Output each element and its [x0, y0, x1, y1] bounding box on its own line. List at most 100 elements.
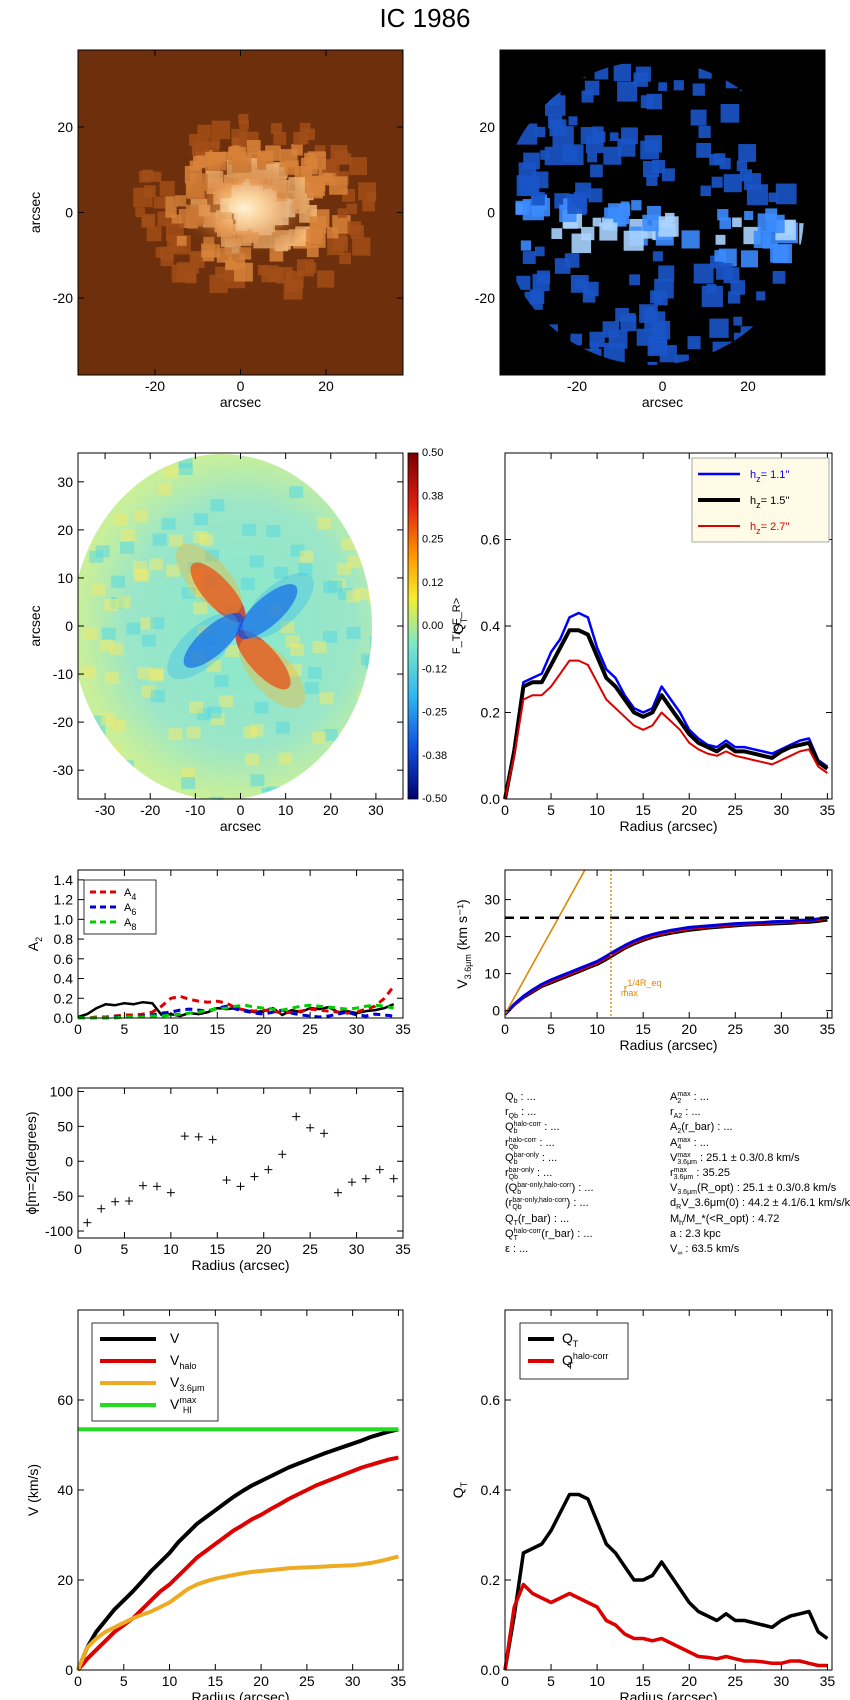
field-patch	[383, 581, 397, 593]
y-tick-label: 100	[50, 1083, 74, 1099]
image-pixel	[306, 245, 319, 258]
force-lobe	[190, 562, 246, 623]
image-pixel	[246, 139, 261, 154]
param-row: (r bar-only,halo-corr Qb) : ...	[505, 1197, 589, 1212]
image-pixel	[531, 171, 549, 189]
image-pixel	[314, 145, 326, 156]
series-line	[78, 985, 395, 1020]
image-pixel	[590, 164, 603, 178]
image-pixel	[570, 274, 589, 293]
field-patch	[290, 643, 305, 656]
field-patch	[307, 782, 322, 795]
param-row: V 3.6μm (R_opt) : 25.1 ± 0.3/0.8 km/s	[670, 1182, 837, 1197]
param-row: ε : ...	[505, 1243, 529, 1256]
field-patch	[323, 581, 338, 594]
field-patch	[210, 499, 225, 512]
image-pixel	[602, 321, 620, 338]
y-tick-label: -100	[45, 1223, 73, 1239]
series-line	[505, 870, 586, 1015]
image-pixel	[738, 144, 757, 162]
image-pixel	[687, 336, 701, 350]
image-pixel	[327, 238, 344, 256]
force-field	[78, 454, 407, 800]
x-tick-label: 35	[395, 1021, 411, 1037]
colorbar	[407, 452, 419, 800]
image-pixel	[293, 131, 307, 145]
x-tick-label: 5	[547, 1673, 555, 1689]
force-halo	[167, 613, 238, 680]
image-pixel	[562, 144, 584, 166]
y-tick-label: 0.2	[54, 990, 74, 1006]
image-pixel	[744, 173, 761, 191]
image-pixel	[231, 128, 248, 146]
y-tick-label: -20	[475, 290, 495, 306]
x-tick-label: 10	[589, 1673, 605, 1689]
field-patch	[194, 513, 209, 526]
image-pixel	[176, 235, 187, 246]
image-pixel	[588, 188, 603, 203]
y-tick-label: 0.2	[481, 705, 501, 721]
legend-box	[83, 879, 157, 935]
field-patch	[249, 555, 264, 568]
legend-label: V	[170, 1330, 180, 1346]
image-pixel	[635, 66, 651, 82]
field-patch	[150, 617, 165, 630]
field-patch	[312, 731, 327, 744]
image-pixel	[176, 262, 196, 282]
force-halo	[243, 572, 314, 639]
field-patch	[393, 718, 407, 730]
field-patch	[342, 775, 357, 788]
x-tick-label: -20	[140, 802, 160, 818]
field-patch	[287, 664, 302, 677]
x-tick-label: 25	[299, 1673, 315, 1689]
field-patch	[180, 766, 195, 779]
phase-point	[208, 1135, 217, 1144]
x-tick-label: 30	[774, 1021, 790, 1037]
colorbar-tick-label: -0.38	[422, 750, 447, 762]
series-line	[76, 1427, 399, 1671]
y-tick-label: -30	[53, 762, 73, 778]
y-tick-label: 30	[484, 892, 500, 908]
x-tick-label: 0	[74, 1241, 82, 1257]
page-title: IC 1986	[379, 3, 471, 33]
image-pixel	[591, 126, 604, 139]
image-pixel	[692, 83, 705, 96]
rotation-36-panel: r1/4R_eq max 0 5 10 15 20 25 30 35 0 10 20 30 Radius (…	[454, 869, 835, 1053]
field-patch	[88, 480, 103, 493]
legend-label: hz= 1.5''	[750, 495, 790, 510]
x-tick-label: 15	[209, 1241, 225, 1257]
y-tick-label: 60	[57, 1392, 73, 1408]
field-patch	[261, 787, 276, 800]
y-tick-label: 0.6	[54, 951, 74, 967]
image-pixel	[756, 291, 766, 301]
field-patch	[161, 517, 176, 530]
y-tick-label: 0	[492, 1003, 500, 1019]
y-tick-label: 0.4	[54, 971, 74, 987]
field-patch	[347, 556, 362, 569]
image-pixel	[229, 145, 241, 157]
y-axis-label: QT	[450, 1481, 469, 1498]
y-tick-label: 0.4	[481, 1482, 501, 1498]
field-patch	[342, 760, 357, 773]
image-pixel	[723, 267, 740, 284]
image-pixel	[709, 154, 721, 166]
field-patch	[376, 733, 390, 745]
image-pixel	[153, 196, 166, 209]
field-patch	[274, 566, 289, 579]
image-pixel	[339, 252, 351, 265]
image-pixel	[653, 291, 668, 306]
y-tick-label: 0.0	[54, 1010, 74, 1026]
field-patch	[206, 659, 221, 672]
image-pixel	[211, 120, 231, 140]
y-tick-label: 40	[57, 1482, 73, 1498]
phase-point	[111, 1197, 120, 1206]
image-pixel	[570, 333, 583, 346]
field-patch	[111, 575, 126, 588]
image-pixel	[159, 181, 175, 197]
phase-point	[125, 1197, 134, 1206]
field-patch	[336, 562, 351, 575]
x-tick-label: 5	[121, 1021, 129, 1037]
param-row: (Q bar-only,halo-corr b) : ...	[505, 1182, 594, 1197]
